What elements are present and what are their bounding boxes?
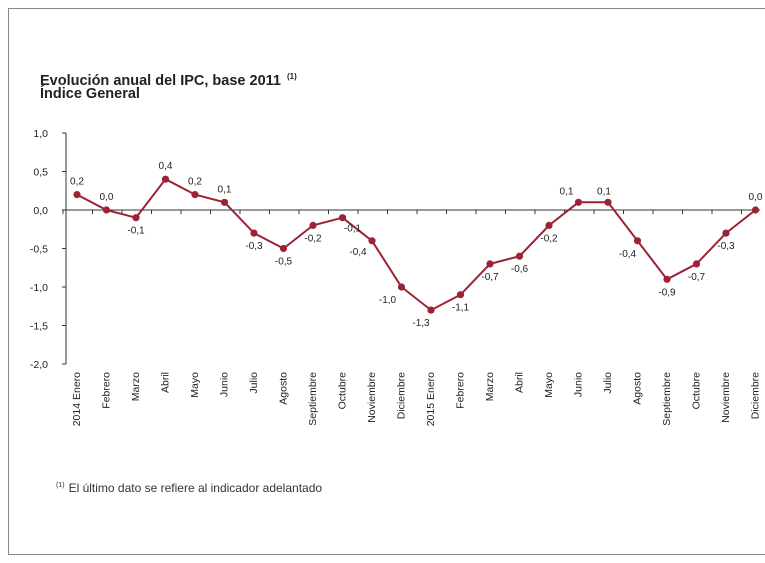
data-point: [102, 206, 111, 214]
series-line: [76, 177, 757, 312]
x-tick-label: Agosto: [632, 372, 644, 405]
data-label: -0,7: [481, 272, 499, 283]
data-label: -0,2: [304, 233, 322, 244]
data-labels: 0,2 0,0 -0,1 0,4 0,2 0,1 -0,3 -0,5 -0,2 -0,1 -0,4 -…: [70, 161, 763, 329]
y-tick-label: -1,0: [30, 282, 48, 294]
chart-frame: [8, 8, 765, 555]
data-point: [73, 191, 81, 199]
x-tick-label: Junio: [219, 372, 231, 397]
x-tick-label: Septiembre: [661, 372, 673, 426]
x-tick-label: Abril: [160, 372, 172, 393]
data-point: [456, 291, 465, 299]
x-tick-label: Diciembre: [750, 372, 762, 419]
x-tick-label: Diciembre: [396, 372, 408, 419]
chart-subtitle: Índice General: [40, 86, 140, 102]
data-point: [633, 237, 642, 245]
x-tick-label: Marzo: [484, 372, 496, 401]
x-tick-label: Julio: [602, 372, 614, 394]
y-axis: 1,0 0,5 0,0 -0,5 -1,0 -1,5 -2,0: [30, 128, 67, 371]
x-tick-label: Abril: [514, 372, 526, 393]
data-label: -0,4: [619, 249, 637, 260]
data-label: -1,1: [452, 303, 470, 314]
x-tick-label: Mayo: [543, 372, 555, 398]
data-label: -0,1: [127, 226, 145, 237]
data-point: [663, 275, 671, 283]
data-label: 0,1: [560, 186, 574, 197]
data-point: [279, 244, 288, 253]
y-tick-label: 0,5: [33, 167, 48, 179]
chart-title-note: (1): [287, 72, 297, 81]
data-point: [338, 214, 347, 222]
series-ipc: [73, 175, 760, 314]
data-point: [132, 214, 140, 222]
data-point: [397, 283, 406, 291]
y-tick-label: 0,0: [33, 205, 48, 217]
x-tick-label: Febrero: [455, 372, 467, 409]
data-label: 0,0: [100, 192, 114, 203]
footnote: (1) El último dato se refiere al indicado…: [56, 481, 322, 495]
x-tick-label: Septiembre: [307, 372, 319, 426]
x-tick-label: Agosto: [278, 372, 290, 405]
data-label: 0,1: [597, 186, 611, 197]
data-label: 0,1: [218, 184, 232, 195]
data-point: [486, 260, 494, 268]
chart-title: Evolución anual del IPC, base 2011 (1): [40, 68, 297, 90]
footnote-mark: (1): [56, 482, 65, 489]
data-point: [368, 237, 376, 245]
y-tick-label: -2,0: [30, 359, 48, 371]
data-point: [161, 175, 170, 183]
x-tick-label: Noviembre: [366, 372, 378, 423]
data-label: -0,6: [511, 264, 529, 275]
x-tick-label: Octubre: [691, 372, 703, 410]
data-label: -1,0: [379, 295, 397, 306]
footnote-text: El último dato se refiere al indicador a…: [68, 481, 323, 495]
y-tick-label: 1,0: [33, 128, 48, 140]
data-label: 0,4: [159, 161, 173, 172]
data-point: [722, 229, 730, 237]
x-axis: 2014 Enero Febrero Marzo Abril Mayo Junio Juli…: [62, 209, 762, 426]
data-label: -0,2: [540, 233, 558, 244]
data-label: -0,4: [349, 247, 367, 258]
x-tick-label: Junio: [573, 372, 585, 397]
data-point: [309, 221, 317, 229]
x-tick-label: Febrero: [101, 372, 113, 409]
data-label: 0,0: [749, 192, 763, 203]
data-point: [427, 306, 435, 314]
data-label: -0,3: [717, 241, 735, 252]
x-tick-label: Mayo: [189, 372, 201, 398]
data-label: -0,1: [344, 224, 362, 235]
x-tick-label: Marzo: [130, 372, 142, 401]
chart-title-text: Evolución anual del IPC, base 2011: [40, 72, 281, 89]
y-tick-label: -1,5: [30, 321, 48, 333]
data-point: [604, 198, 612, 206]
x-tick-label: Octubre: [337, 372, 349, 410]
data-label: 0,2: [70, 177, 84, 188]
data-label: -0,5: [275, 257, 293, 268]
data-point: [515, 252, 524, 260]
data-label: -0,7: [688, 272, 706, 283]
data-point: [220, 198, 229, 206]
x-tick-label: Noviembre: [720, 372, 732, 423]
data-point: [751, 206, 760, 214]
data-label: -1,3: [412, 318, 430, 329]
x-tick-label: 2014 Enero: [71, 372, 83, 426]
data-point: [574, 198, 583, 206]
x-tick-label: 2015 Enero: [425, 372, 437, 426]
data-label: 0,2: [188, 177, 202, 188]
data-label: -0,3: [245, 241, 263, 252]
data-point: [692, 260, 701, 268]
y-tick-label: -0,5: [30, 244, 48, 256]
x-tick-label: Julio: [248, 372, 260, 394]
data-point: [191, 191, 199, 199]
data-point: [250, 229, 258, 237]
data-label: -0,9: [658, 287, 676, 298]
data-point: [545, 221, 553, 229]
